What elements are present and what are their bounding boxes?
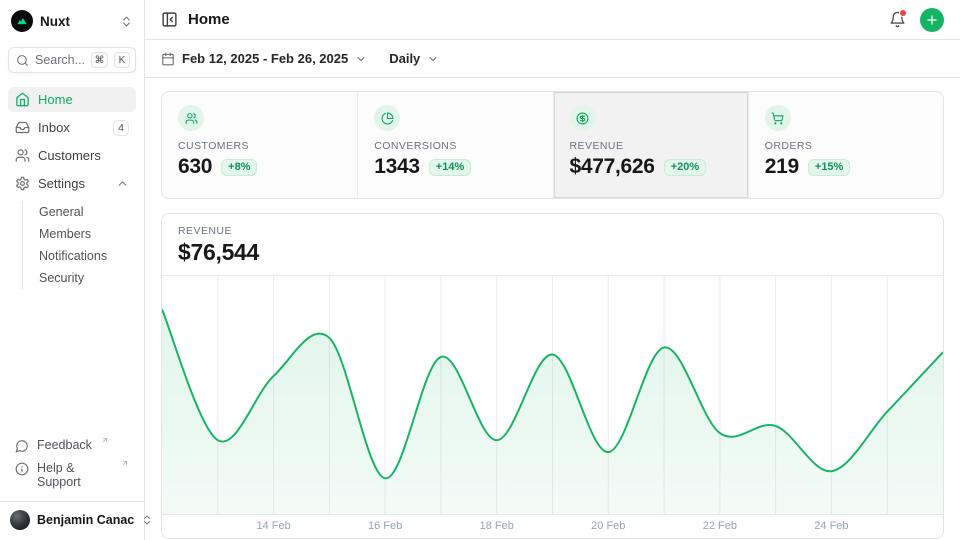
notifications-button[interactable] (889, 11, 906, 28)
workspace-name: Nuxt (40, 14, 113, 29)
stat-delta-badge: +14% (429, 159, 471, 176)
plus-icon (925, 13, 939, 27)
stat-card-conversions[interactable]: CONVERSIONS 1343 +14% (357, 92, 552, 198)
stat-label: CUSTOMERS (178, 140, 341, 152)
inbox-count-badge: 4 (113, 120, 129, 136)
date-range-label: Feb 12, 2025 - Feb 26, 2025 (182, 51, 348, 66)
x-axis-labels: 14 Feb 16 Feb 18 Feb 20 Feb 22 Feb 24 Feb (162, 514, 943, 538)
x-tick-label: 22 Feb (703, 520, 737, 532)
sidebar-item-customers[interactable]: Customers (8, 143, 136, 168)
external-link-icon (121, 459, 129, 467)
users-icon (15, 148, 30, 163)
workspace-switcher[interactable]: Nuxt (8, 8, 136, 34)
period-label: Daily (389, 51, 420, 66)
kbd-cmd: ⌘ (91, 52, 108, 68)
footer-link-label: Help & Support (37, 461, 112, 489)
chevron-down-icon (427, 53, 439, 65)
sidebar-item-security[interactable]: Security (23, 267, 136, 289)
stat-delta-badge: +20% (664, 159, 706, 176)
x-tick-label: 14 Feb (256, 520, 290, 532)
stat-delta-badge: +15% (808, 159, 850, 176)
footer-link-label: Feedback (37, 438, 92, 452)
chevrons-up-down-icon (120, 15, 133, 28)
chart-metric-label: REVENUE (178, 225, 927, 237)
nuxt-logo (11, 10, 33, 32)
stat-value: 1343 (374, 155, 420, 179)
stat-card-orders[interactable]: ORDERS 219 +15% (748, 92, 943, 198)
date-range-picker[interactable]: Feb 12, 2025 - Feb 26, 2025 (161, 51, 367, 66)
x-tick-label: 18 Feb (480, 520, 514, 532)
avatar (10, 510, 30, 530)
calendar-icon (161, 52, 175, 66)
stats-row: CUSTOMERS 630 +8% CONVERSIONS 1343 +14% (161, 91, 944, 199)
main-area: Home Feb 12, 2025 - Feb 26, 2025 Daily (145, 0, 960, 540)
sidebar-item-home[interactable]: Home (8, 87, 136, 112)
chart-metric-value: $76,544 (178, 239, 927, 266)
sidebar-item-members[interactable]: Members (23, 223, 136, 245)
sidebar-item-notifications[interactable]: Notifications (23, 245, 136, 267)
sidebar-item-label: Customers (38, 148, 101, 163)
user-menu[interactable]: Benjamin Canac (0, 501, 144, 534)
sidebar-spacer (8, 291, 136, 434)
circle-dollar-icon (570, 105, 596, 131)
stat-value: 630 (178, 155, 212, 179)
panel-left-close-icon[interactable] (161, 11, 178, 28)
content: CUSTOMERS 630 +8% CONVERSIONS 1343 +14% (145, 78, 960, 540)
sidebar-item-label: Settings (38, 176, 85, 191)
stat-value: $477,626 (570, 155, 655, 179)
shopping-cart-icon (765, 105, 791, 131)
period-select[interactable]: Daily (389, 51, 439, 66)
sidebar-nav: Home Inbox 4 Customers Settings Ge (8, 87, 136, 291)
x-tick-label: 24 Feb (814, 520, 848, 532)
search-icon (16, 54, 29, 67)
feedback-link[interactable]: Feedback (8, 434, 136, 457)
stat-label: ORDERS (765, 140, 927, 152)
sidebar-item-inbox[interactable]: Inbox 4 (8, 115, 136, 140)
search-placeholder: Search... (35, 53, 85, 67)
message-circle-icon (15, 439, 29, 453)
settings-sub-list: General Members Notifications Security (22, 201, 136, 289)
search-input[interactable]: Search... ⌘ K (8, 47, 136, 73)
help-support-link[interactable]: Help & Support (8, 457, 136, 493)
inbox-icon (15, 120, 30, 135)
chevron-up-icon (116, 177, 129, 190)
info-icon (15, 462, 29, 476)
chart-plot-area[interactable] (162, 276, 943, 514)
sidebar-item-label: Inbox (38, 120, 70, 135)
gear-icon (15, 176, 30, 191)
add-button[interactable] (920, 8, 944, 32)
app-header: Home (145, 0, 960, 40)
sidebar-item-general[interactable]: General (23, 201, 136, 223)
chart-header: REVENUE $76,544 (162, 214, 943, 276)
sidebar: Nuxt Search... ⌘ K Home Inbox 4 (0, 0, 145, 540)
stat-card-customers[interactable]: CUSTOMERS 630 +8% (162, 92, 357, 198)
revenue-chart-svg (162, 276, 943, 514)
kbd-k: K (114, 52, 130, 68)
sidebar-item-label: Home (38, 92, 73, 107)
sidebar-item-settings[interactable]: Settings (8, 171, 136, 196)
chart-pie-icon (374, 105, 400, 131)
page-title: Home (188, 11, 230, 28)
x-tick-label: 16 Feb (368, 520, 402, 532)
external-link-icon (101, 436, 109, 444)
user-name: Benjamin Canac (37, 513, 134, 527)
revenue-chart-card: REVENUE $76,544 14 Feb 16 Feb 18 Feb 20 Feb… (161, 213, 944, 539)
stat-delta-badge: +8% (221, 159, 257, 176)
filters-toolbar: Feb 12, 2025 - Feb 26, 2025 Daily (145, 40, 960, 78)
stat-card-revenue[interactable]: REVENUE $477,626 +20% (553, 92, 748, 198)
stat-label: CONVERSIONS (374, 140, 536, 152)
stat-value: 219 (765, 155, 799, 179)
home-icon (15, 92, 30, 107)
chevron-down-icon (355, 53, 367, 65)
users-icon (178, 105, 204, 131)
notification-dot (899, 9, 907, 17)
stat-label: REVENUE (570, 140, 732, 152)
x-tick-label: 20 Feb (591, 520, 625, 532)
